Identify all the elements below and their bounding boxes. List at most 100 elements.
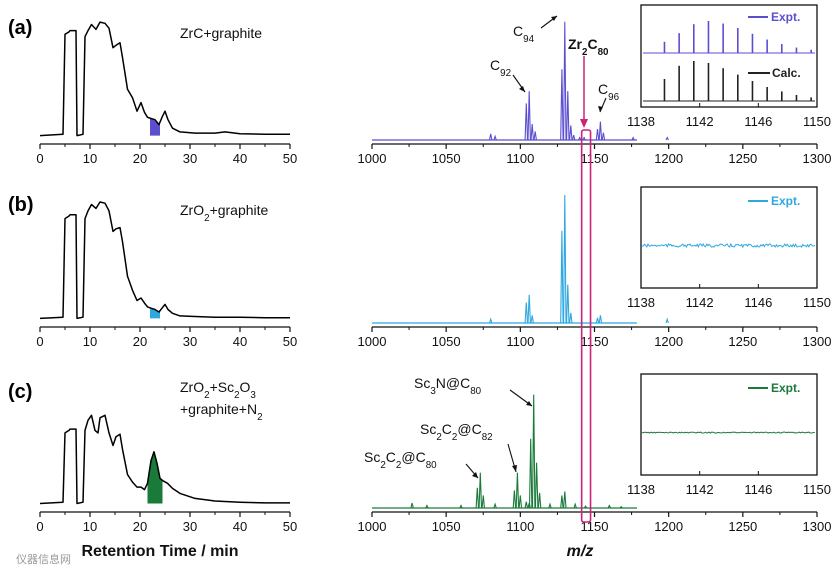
- inset-b: 1138 1142 1146 1150 Expt.: [627, 186, 831, 310]
- ms-c-tick-label: 1300: [803, 519, 832, 534]
- ms-c-tick-label: 1050: [432, 519, 461, 534]
- ms-peak: [537, 492, 542, 509]
- ms-b-tick-label: 1000: [358, 334, 387, 349]
- ms-peak: [601, 132, 606, 141]
- ms-peak: [598, 315, 603, 324]
- ms-annotation-c96: C96: [598, 81, 620, 103]
- inset-tick-label: 1146: [744, 482, 772, 497]
- ms-peak: [493, 502, 497, 509]
- hplc-sample-label-a: ZrC+graphite: [180, 25, 262, 41]
- ms-a-tick-label: 1000: [358, 151, 387, 166]
- ms-peak: [518, 495, 523, 509]
- ms-b-tick-label: 1200: [654, 334, 683, 349]
- ms-peak: [524, 302, 529, 324]
- hplc-b-tick-label: 0: [36, 334, 43, 349]
- inset-tick-label: 1138: [627, 482, 655, 497]
- panel-label-c: (c): [8, 381, 32, 403]
- inset-tick-label: 1146: [744, 114, 772, 129]
- legend-label-expt: Expt.: [771, 381, 800, 395]
- ms-peak: [595, 128, 600, 141]
- ms-peak: [607, 504, 611, 509]
- inset-tick-label: 1138: [627, 114, 655, 129]
- hplc-trace-c: [39, 414, 290, 505]
- ms-peak: [533, 131, 537, 141]
- arrowhead-c96: [598, 106, 603, 112]
- ms-peak: [566, 91, 570, 141]
- ms-b-tick-label: 1050: [432, 334, 461, 349]
- ms-a-tick-label: 1200: [654, 151, 683, 166]
- hplc-trace-a: [39, 21, 290, 137]
- ms-annotation-sc2c2-c80: Sc2C2@C80: [364, 449, 437, 471]
- arrowhead-c92: [519, 86, 525, 92]
- ms-peak: [481, 495, 485, 509]
- hplc-b-tick-label: 50: [283, 334, 297, 349]
- ms-peak: [665, 317, 669, 324]
- ms-c-tick-label: 1000: [358, 519, 387, 534]
- ms-peak: [563, 491, 567, 509]
- hplc-a-tick-label: 40: [233, 151, 247, 166]
- ms-peak: [582, 136, 586, 141]
- panel-a: (a) 0 10 20 30 40 50 ZrC+graphite 1000 1050 1100 11…: [8, 4, 832, 166]
- hplc-b-tick-label: 20: [133, 334, 147, 349]
- ms-peak: [563, 21, 567, 141]
- ms-peak: [512, 490, 517, 509]
- watermark: 仪器信息网: [16, 552, 71, 566]
- ms-peak: [493, 134, 497, 141]
- ms-peak: [578, 136, 582, 141]
- hplc-trace-b: [39, 201, 290, 320]
- ms-peak: [524, 501, 529, 509]
- hplc-sample-label-c: ZrO2+Sc2O3: [180, 379, 256, 401]
- arrowhead-sc2c2-c80: [472, 472, 478, 478]
- ms-peak: [631, 136, 635, 141]
- ms-peak: [534, 462, 539, 509]
- ms-annotation-c94: C94: [513, 23, 535, 45]
- ms-peak: [459, 504, 463, 509]
- inset-tick-label: 1150: [803, 295, 831, 310]
- ms-target-label: Zr2C80: [568, 36, 609, 58]
- ms-peak: [583, 505, 588, 509]
- ms-peak: [560, 69, 564, 141]
- inset-tick-label: 1150: [803, 114, 831, 129]
- hplc-a-tick-label: 50: [283, 151, 297, 166]
- hplc-c-tick-label: 20: [133, 519, 147, 534]
- ms-peak: [410, 502, 414, 509]
- ms-peak: [524, 103, 529, 141]
- ms-b-tick-label: 1300: [803, 334, 832, 349]
- hplc-xlabel: Retention Time / min: [81, 543, 238, 560]
- inset-a: 1138 1142 1146 1150 Expt. Calc.: [627, 4, 831, 129]
- ms-a-tick-label: 1300: [803, 151, 832, 166]
- inset-expt-noise: [641, 431, 815, 434]
- ms-peak: [569, 125, 573, 141]
- ms-b-tick-label: 1250: [728, 334, 757, 349]
- ms-peak: [595, 317, 600, 324]
- ms-xlabel: m/z: [567, 543, 594, 560]
- ms-a-tick-label: 1250: [728, 151, 757, 166]
- target-highlight-box: [580, 129, 592, 523]
- ms-a-tick-label: 1150: [581, 151, 609, 166]
- ms-peak: [569, 312, 573, 324]
- ms-c-tick-label: 1250: [728, 519, 757, 534]
- ms-peak: [598, 121, 603, 141]
- inset-frame-a: [640, 4, 818, 108]
- ms-peak: [566, 284, 570, 324]
- ms-annotation-c92: C92: [490, 57, 511, 79]
- hplc-b-tick-label: 10: [83, 334, 97, 349]
- hplc-b-tick-label: 40: [233, 334, 247, 349]
- ms-peak: [488, 133, 493, 141]
- arrowhead-sc2c2-c82: [512, 465, 517, 472]
- hplc-fraction-c: [147, 451, 163, 504]
- panel-label-b: (b): [8, 194, 34, 216]
- ms-peak: [531, 394, 536, 509]
- legend-label-expt: Expt.: [771, 194, 800, 208]
- ms-peak: [619, 505, 623, 509]
- legend-label-calc: Calc.: [772, 66, 801, 80]
- hplc-a-tick-label: 10: [83, 151, 97, 166]
- ms-a-tick-label: 1050: [432, 151, 461, 166]
- ms-b-tick-label: 1150: [581, 334, 609, 349]
- ms-b-tick-label: 1100: [506, 334, 534, 349]
- ms-annotation-sc3n-c80: Sc3N@C80: [414, 375, 482, 397]
- arrowhead-sc3n: [526, 401, 532, 406]
- ms-peak: [563, 194, 567, 324]
- hplc-sample-label2-c: +graphite+N2: [180, 401, 263, 423]
